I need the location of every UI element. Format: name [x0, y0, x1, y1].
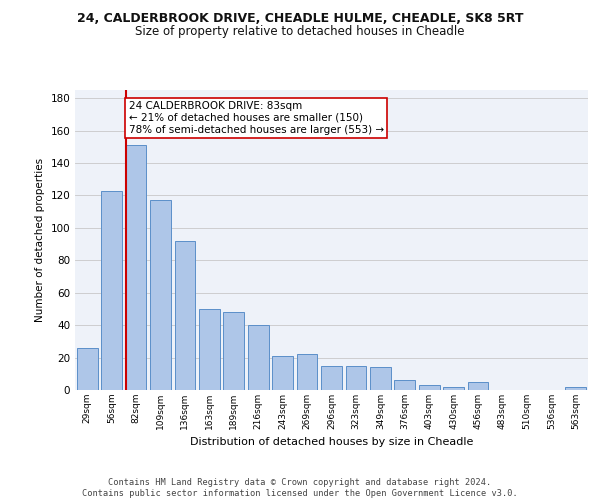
Text: Size of property relative to detached houses in Cheadle: Size of property relative to detached ho… — [135, 25, 465, 38]
Bar — [419, 385, 440, 390]
Text: 24, CALDERBROOK DRIVE, CHEADLE HULME, CHEADLE, SK8 5RT: 24, CALDERBROOK DRIVE, CHEADLE HULME, CH… — [77, 12, 523, 26]
Bar — [175, 241, 196, 390]
Bar — [443, 387, 464, 390]
Bar — [394, 380, 415, 390]
Bar — [248, 325, 269, 390]
Bar — [199, 309, 220, 390]
Bar — [150, 200, 171, 390]
Bar — [223, 312, 244, 390]
X-axis label: Distribution of detached houses by size in Cheadle: Distribution of detached houses by size … — [190, 438, 473, 448]
Bar — [296, 354, 317, 390]
Bar — [77, 348, 98, 390]
Bar — [346, 366, 367, 390]
Bar — [565, 387, 586, 390]
Text: 24 CALDERBROOK DRIVE: 83sqm
← 21% of detached houses are smaller (150)
78% of se: 24 CALDERBROOK DRIVE: 83sqm ← 21% of det… — [128, 102, 384, 134]
Bar — [321, 366, 342, 390]
Text: Contains HM Land Registry data © Crown copyright and database right 2024.
Contai: Contains HM Land Registry data © Crown c… — [82, 478, 518, 498]
Bar — [101, 190, 122, 390]
Bar — [467, 382, 488, 390]
Y-axis label: Number of detached properties: Number of detached properties — [35, 158, 45, 322]
Bar — [370, 368, 391, 390]
Bar — [125, 145, 146, 390]
Bar — [272, 356, 293, 390]
